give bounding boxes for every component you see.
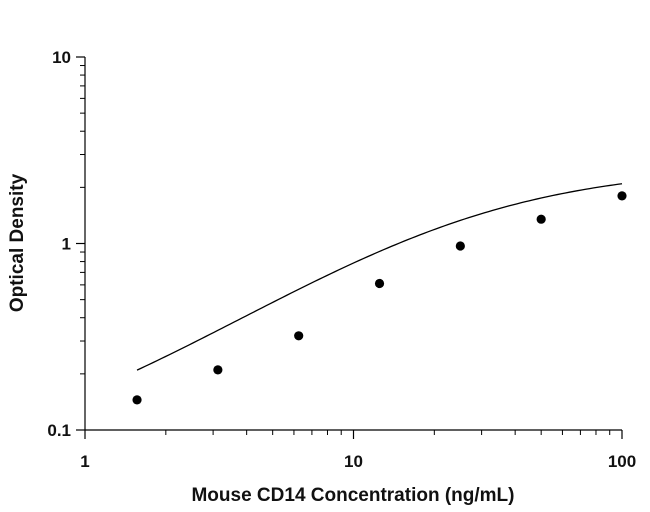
x-tick-label: 100 bbox=[608, 452, 636, 471]
major-ticks bbox=[76, 56, 623, 439]
tick-labels: 1 10 100 0.1 1 10 bbox=[47, 48, 636, 471]
x-axis-title: Mouse CD14 Concentration (ng/mL) bbox=[191, 485, 514, 506]
x-tick-label: 1 bbox=[80, 452, 89, 471]
data-point bbox=[213, 365, 223, 375]
data-point bbox=[455, 241, 465, 251]
y-tick-label: 10 bbox=[52, 48, 71, 67]
minor-ticks bbox=[80, 65, 611, 435]
data-point bbox=[374, 278, 385, 289]
data-point bbox=[132, 395, 142, 405]
data-point bbox=[294, 331, 304, 341]
data-point bbox=[617, 191, 627, 201]
axes bbox=[84, 57, 622, 431]
data-point bbox=[536, 214, 546, 224]
y-tick-label: 1 bbox=[62, 235, 71, 254]
x-tick-label: 10 bbox=[344, 452, 363, 471]
y-tick-label: 0.1 bbox=[47, 421, 71, 440]
y-axis-title: Optical Density bbox=[7, 173, 28, 312]
fit-curve bbox=[136, 183, 623, 371]
data-points bbox=[132, 191, 627, 405]
